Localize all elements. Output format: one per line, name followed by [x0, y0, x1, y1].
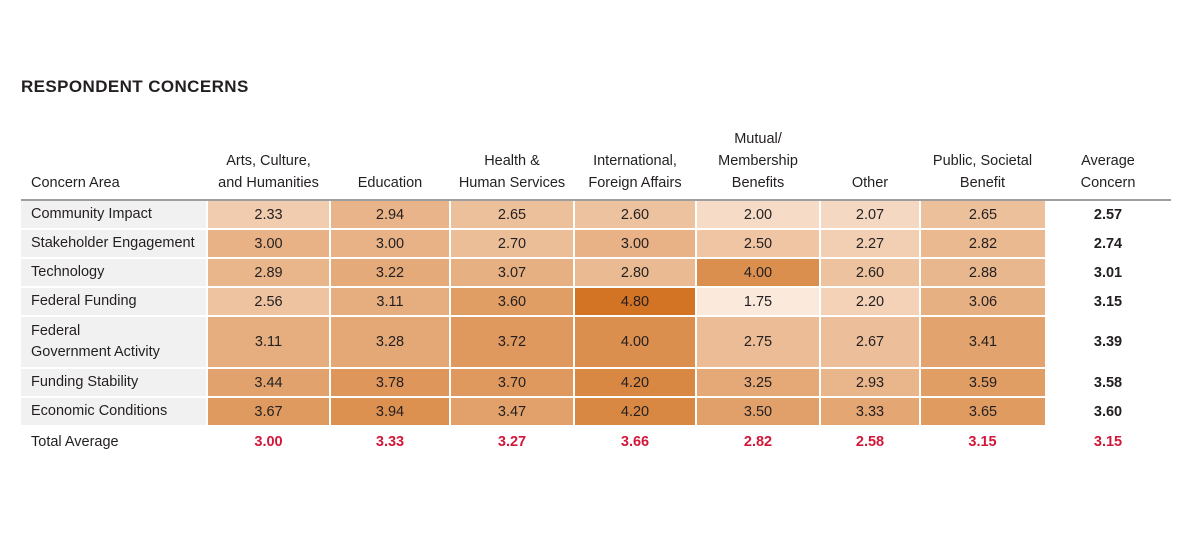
table-row: Funding Stability 3.44 3.78 3.70 4.20 3.25 2.9… — [21, 367, 1171, 398]
heat-cell: 2.20 — [819, 286, 920, 317]
row-label: Economic Conditions — [21, 396, 207, 427]
heat-cell: 2.70 — [449, 228, 574, 259]
heat-cell: 2.65 — [449, 199, 574, 230]
heat-cell: 2.94 — [329, 199, 450, 230]
heat-cell: 3.47 — [449, 396, 574, 427]
heat-cell: 3.33 — [819, 396, 920, 427]
heat-cell: 3.00 — [329, 228, 450, 259]
concerns-table: Concern Area Arts, Culture, and Humanitie… — [21, 128, 1171, 457]
column-header-5: Mutual/ Membership Benefits — [696, 128, 820, 201]
column-header-concern-area: Concern Area — [21, 128, 207, 201]
heat-cell: 3.50 — [695, 396, 820, 427]
row-average: 3.39 — [1045, 315, 1171, 369]
heat-cell: 3.22 — [329, 257, 450, 288]
row-label: Funding Stability — [21, 367, 207, 398]
column-header-7: Public, Societal Benefit — [920, 128, 1045, 201]
total-value: 3.00 — [207, 426, 330, 457]
heat-cell: 2.89 — [206, 257, 330, 288]
heat-cell: 3.41 — [919, 315, 1045, 369]
header-row: Concern Area Arts, Culture, and Humanitie… — [21, 128, 1171, 201]
heat-cell: 3.44 — [206, 367, 330, 398]
column-header-2: Education — [330, 128, 450, 201]
column-header-average: Average Concern — [1045, 128, 1171, 201]
heat-cell: 2.33 — [206, 199, 330, 230]
heat-cell: 2.50 — [695, 228, 820, 259]
row-label: Technology — [21, 257, 207, 288]
heat-cell: 3.94 — [329, 396, 450, 427]
heat-cell: 3.67 — [206, 396, 330, 427]
row-label: Federal Government Activity — [21, 315, 207, 369]
table-row: Stakeholder Engagement 3.00 3.00 2.70 3.00 2.… — [21, 228, 1171, 259]
table-row: Federal Funding 2.56 3.11 3.60 4.80 1.75 2.20 3… — [21, 286, 1171, 317]
total-row: Total Average 3.00 3.33 3.27 3.66 2.82 2.58 3.1… — [21, 426, 1171, 457]
heat-cell: 3.72 — [449, 315, 574, 369]
heat-cell: 3.00 — [573, 228, 696, 259]
total-value: 2.82 — [696, 426, 820, 457]
total-value: 2.58 — [820, 426, 920, 457]
heat-cell: 4.00 — [695, 257, 820, 288]
row-label: Community Impact — [21, 199, 207, 230]
heat-cell: 3.70 — [449, 367, 574, 398]
heat-cell: 3.06 — [919, 286, 1045, 317]
column-header-4: International, Foreign Affairs — [574, 128, 696, 201]
heat-cell: 2.60 — [573, 199, 696, 230]
heat-cell: 2.60 — [819, 257, 920, 288]
row-label: Stakeholder Engagement — [21, 228, 207, 259]
table-row: Federal Government Activity 3.11 3.28 3.72 4… — [21, 315, 1171, 369]
row-average: 3.01 — [1045, 257, 1171, 288]
heat-cell: 4.80 — [573, 286, 696, 317]
heat-cell: 3.60 — [449, 286, 574, 317]
heat-cell: 3.11 — [329, 286, 450, 317]
total-value: 3.27 — [450, 426, 574, 457]
column-header-1: Arts, Culture, and Humanities — [207, 128, 330, 201]
heat-cell: 2.00 — [695, 199, 820, 230]
heat-cell: 3.00 — [206, 228, 330, 259]
heat-cell: 2.88 — [919, 257, 1045, 288]
heat-cell: 2.56 — [206, 286, 330, 317]
heat-cell: 3.11 — [206, 315, 330, 369]
table-row: Economic Conditions 3.67 3.94 3.47 4.20 3.50 3… — [21, 396, 1171, 427]
column-header-3: Health & Human Services — [450, 128, 574, 201]
heat-cell: 2.75 — [695, 315, 820, 369]
table-row: Technology 2.89 3.22 3.07 2.80 4.00 2.60 2.88 3.… — [21, 257, 1171, 288]
heat-cell: 2.65 — [919, 199, 1045, 230]
row-average: 2.74 — [1045, 228, 1171, 259]
table-row: Community Impact 2.33 2.94 2.65 2.60 2.00 2.07… — [21, 199, 1171, 230]
heat-cell: 2.93 — [819, 367, 920, 398]
row-average: 3.60 — [1045, 396, 1171, 427]
total-value: 3.33 — [330, 426, 450, 457]
row-average: 3.15 — [1045, 286, 1171, 317]
heat-cell: 3.65 — [919, 396, 1045, 427]
heat-cell: 3.25 — [695, 367, 820, 398]
heat-cell: 2.07 — [819, 199, 920, 230]
heat-cell: 3.07 — [449, 257, 574, 288]
heat-cell: 2.67 — [819, 315, 920, 369]
total-value: 3.15 — [920, 426, 1045, 457]
heat-cell: 3.28 — [329, 315, 450, 369]
heat-cell: 4.20 — [573, 367, 696, 398]
heat-cell: 4.20 — [573, 396, 696, 427]
heat-cell: 2.82 — [919, 228, 1045, 259]
total-average: 3.15 — [1045, 426, 1171, 457]
heat-cell: 4.00 — [573, 315, 696, 369]
column-header-6: Other — [820, 128, 920, 201]
heat-cell: 2.80 — [573, 257, 696, 288]
row-average: 3.58 — [1045, 367, 1171, 398]
row-average: 2.57 — [1045, 199, 1171, 230]
total-value: 3.66 — [574, 426, 696, 457]
chart-title: RESPONDENT CONCERNS — [21, 77, 249, 96]
heat-cell: 2.27 — [819, 228, 920, 259]
heat-cell: 3.78 — [329, 367, 450, 398]
heat-cell: 3.59 — [919, 367, 1045, 398]
total-row-label: Total Average — [21, 426, 207, 457]
row-label: Federal Funding — [21, 286, 207, 317]
heat-cell: 1.75 — [695, 286, 820, 317]
